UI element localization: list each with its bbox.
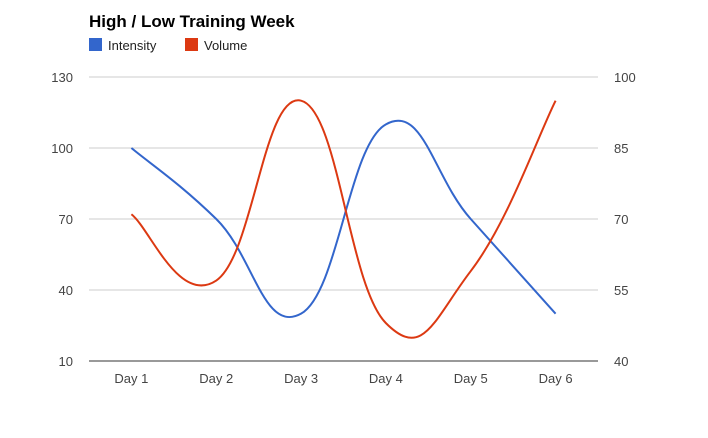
left-tick-label: 70 [59, 212, 73, 227]
right-tick-label: 85 [614, 141, 628, 156]
legend-swatch-volume [185, 38, 198, 51]
right-tick-label: 70 [614, 212, 628, 227]
right-tick-label: 40 [614, 354, 628, 369]
x-tick-label: Day 1 [114, 371, 148, 386]
right-tick-label: 55 [614, 283, 628, 298]
left-tick-label: 130 [51, 70, 73, 85]
legend-label-volume[interactable]: Volume [204, 38, 247, 53]
series-lines [130, 99, 557, 339]
x-tick-label: Day 4 [369, 371, 403, 386]
left-axis: 130 100 70 40 10 [51, 70, 73, 369]
right-tick-label: 100 [614, 70, 636, 85]
series-line-volume [130, 99, 557, 339]
x-tick-label: Day 2 [199, 371, 233, 386]
legend[interactable]: Intensity Volume [89, 38, 247, 53]
left-tick-label: 100 [51, 141, 73, 156]
legend-label-intensity[interactable]: Intensity [108, 38, 157, 53]
x-tick-label: Day 3 [284, 371, 318, 386]
left-tick-label: 40 [59, 283, 73, 298]
x-tick-label: Day 6 [539, 371, 573, 386]
right-axis: 100 85 70 55 40 [614, 70, 636, 369]
x-tick-label: Day 5 [454, 371, 488, 386]
left-tick-label: 10 [59, 354, 73, 369]
chart-title: High / Low Training Week [89, 12, 295, 31]
x-axis: Day 1 Day 2 Day 3 Day 4 Day 5 Day 6 [114, 371, 572, 386]
legend-swatch-intensity [89, 38, 102, 51]
